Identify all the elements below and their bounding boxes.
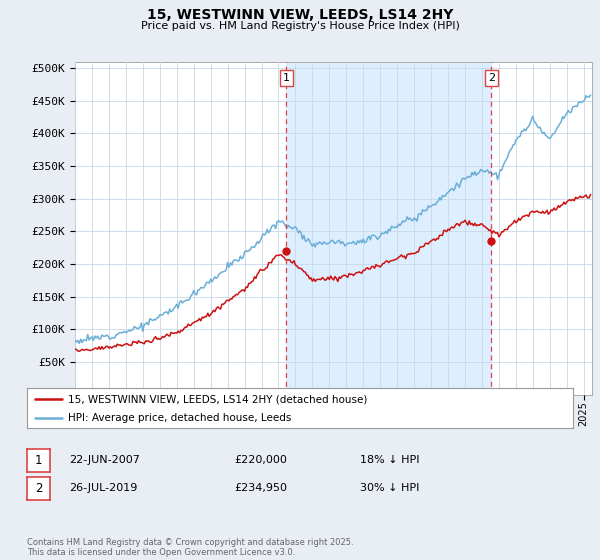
Text: 1: 1 (283, 73, 290, 83)
Text: 26-JUL-2019: 26-JUL-2019 (69, 483, 137, 493)
Text: HPI: Average price, detached house, Leeds: HPI: Average price, detached house, Leed… (68, 413, 292, 423)
Text: 2: 2 (35, 482, 42, 495)
Text: £220,000: £220,000 (234, 455, 287, 465)
Text: 30% ↓ HPI: 30% ↓ HPI (360, 483, 419, 493)
Text: 22-JUN-2007: 22-JUN-2007 (69, 455, 140, 465)
Text: 15, WESTWINN VIEW, LEEDS, LS14 2HY (detached house): 15, WESTWINN VIEW, LEEDS, LS14 2HY (deta… (68, 394, 367, 404)
Text: 2: 2 (488, 73, 495, 83)
Text: Contains HM Land Registry data © Crown copyright and database right 2025.
This d: Contains HM Land Registry data © Crown c… (27, 538, 353, 557)
Text: 15, WESTWINN VIEW, LEEDS, LS14 2HY: 15, WESTWINN VIEW, LEEDS, LS14 2HY (147, 8, 453, 22)
Text: Price paid vs. HM Land Registry's House Price Index (HPI): Price paid vs. HM Land Registry's House … (140, 21, 460, 31)
Text: 1: 1 (35, 454, 42, 467)
Bar (286, 62, 491, 395)
Text: £234,950: £234,950 (234, 483, 287, 493)
Text: 18% ↓ HPI: 18% ↓ HPI (360, 455, 419, 465)
